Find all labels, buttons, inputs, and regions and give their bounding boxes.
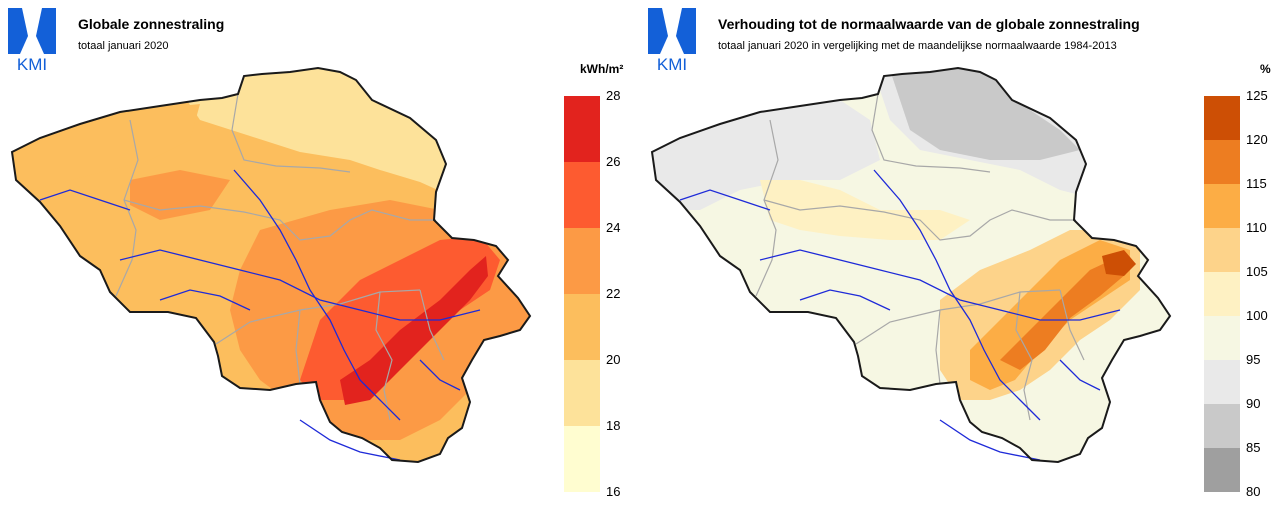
- legend-tick-label: 80: [1246, 484, 1261, 499]
- legend-color-box: [564, 228, 600, 294]
- map-title: Verhouding tot de normaalwaarde van de g…: [718, 16, 1140, 32]
- legend-color-box: [564, 162, 600, 228]
- kmi-logo: KMI: [8, 8, 56, 72]
- radiation-ratio-panel: KMI Verhouding tot de normaalwaarde van …: [640, 0, 1280, 507]
- legend-color-box: [1204, 272, 1240, 316]
- radiation-legend: kWh/m² 28 26 24 22 20 18 16: [560, 58, 635, 499]
- legend-tick-label: 115: [1246, 176, 1267, 191]
- legend-color-box: [564, 360, 600, 426]
- legend-tick-label: 110: [1246, 220, 1267, 235]
- legend-tick-label: 100: [1246, 308, 1268, 323]
- legend-color-box: [564, 96, 600, 162]
- legend-tick-label: 18: [606, 418, 621, 433]
- legend-tick-label: 28: [606, 88, 621, 103]
- kmi-logo: KMI: [648, 8, 696, 72]
- legend-color-box: [1204, 228, 1240, 272]
- ratio-legend: % 125 120 115 110 105 100 95 90 85 80: [1200, 58, 1275, 499]
- solar-radiation-panel: KMI Globale zonnestraling totaal januari…: [8, 8, 635, 499]
- legend-tick-label: 105: [1246, 264, 1268, 279]
- svg-text:KMI: KMI: [17, 55, 47, 72]
- map-title: Globale zonnestraling: [78, 16, 225, 32]
- legend-color-box: [1204, 184, 1240, 228]
- legend-tick-label: 16: [606, 484, 621, 499]
- belgium-ratio-map: [651, 67, 1171, 463]
- legend-tick-label: 120: [1246, 132, 1268, 147]
- legend-tick-label: 90: [1246, 396, 1261, 411]
- legend-color-box: [1204, 360, 1240, 404]
- legend-unit: %: [1260, 62, 1271, 76]
- legend-color-box: [1204, 404, 1240, 448]
- legend-color-box: [1204, 448, 1240, 492]
- legend-tick-label: 95: [1246, 352, 1261, 367]
- legend-color-box: [1204, 140, 1240, 184]
- map-subtitle: totaal januari 2020 in vergelijking met …: [718, 40, 1117, 52]
- legend-unit: kWh/m²: [580, 62, 624, 76]
- belgium-radiation-map: [11, 67, 531, 463]
- legend-color-box: [564, 294, 600, 360]
- legend-tick-label: 24: [606, 220, 621, 235]
- legend-tick-label: 26: [606, 154, 621, 169]
- legend-color-box: [1204, 96, 1240, 140]
- legend-tick-label: 125: [1246, 88, 1268, 103]
- legend-tick-label: 22: [606, 286, 621, 301]
- legend-tick-label: 20: [606, 352, 621, 367]
- svg-text:KMI: KMI: [657, 55, 687, 72]
- legend-color-box: [1204, 316, 1240, 360]
- legend-color-box: [564, 426, 600, 492]
- legend-tick-label: 85: [1246, 440, 1261, 455]
- map-subtitle: totaal januari 2020: [78, 40, 169, 52]
